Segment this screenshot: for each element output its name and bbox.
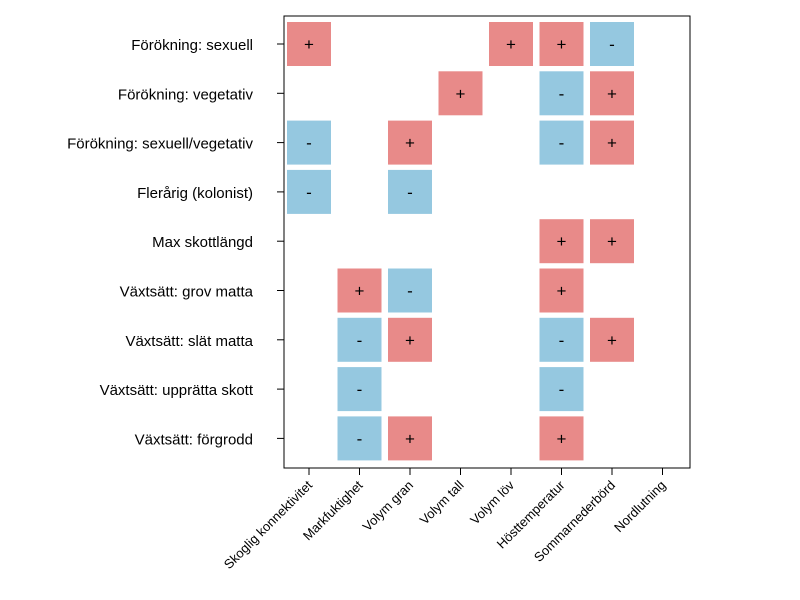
cells: + + + - + - + - + - + - - + + + - + - + - + - - - + + bbox=[287, 22, 634, 461]
positive-cell bbox=[388, 416, 432, 461]
positive-cell bbox=[388, 317, 432, 362]
cell-sign: + bbox=[405, 134, 415, 153]
positive-cell bbox=[287, 22, 331, 66]
cell-sign: + bbox=[456, 84, 466, 103]
negative-cell bbox=[539, 71, 584, 116]
cell-sign: + bbox=[405, 331, 415, 350]
cell-sign: - bbox=[407, 183, 413, 202]
positive-cell bbox=[539, 416, 584, 461]
cell-sign: - bbox=[559, 380, 565, 399]
cell-sign: - bbox=[357, 429, 363, 448]
cell-sign: - bbox=[609, 35, 615, 54]
negative-cell bbox=[539, 367, 584, 412]
cell-sign: + bbox=[405, 429, 415, 448]
cell-sign: + bbox=[557, 282, 567, 301]
row-label: Växtsätt: grov matta bbox=[120, 284, 254, 301]
cell-sign: + bbox=[607, 84, 617, 103]
negative-cell bbox=[287, 120, 331, 165]
positive-cell bbox=[489, 22, 533, 66]
negative-cell bbox=[539, 120, 584, 165]
positive-cell bbox=[590, 317, 634, 362]
negative-cell bbox=[337, 416, 382, 461]
column-labels: Skoglig konnektivitetMarkfuktighetVolym … bbox=[221, 477, 669, 572]
row-label: Förökning: vegetativ bbox=[118, 86, 254, 103]
column-label: Volym gran bbox=[360, 478, 417, 535]
cell-sign: - bbox=[357, 380, 363, 399]
positive-cell bbox=[539, 22, 584, 66]
column-label: Volym tall bbox=[417, 477, 467, 527]
plot-frame bbox=[283, 15, 691, 469]
cell-sign: + bbox=[304, 35, 314, 54]
cell-sign: + bbox=[607, 232, 617, 251]
row-label: Växtsätt: slät matta bbox=[125, 333, 253, 350]
column-label: Nordlutning bbox=[611, 478, 669, 536]
positive-cell bbox=[590, 120, 634, 165]
negative-cell bbox=[287, 169, 331, 214]
positive-cell bbox=[590, 219, 634, 264]
negative-cell bbox=[539, 317, 584, 362]
negative-cell bbox=[337, 317, 382, 362]
column-label: Volym löv bbox=[467, 477, 517, 527]
cell-sign: + bbox=[607, 331, 617, 350]
cell-sign: - bbox=[306, 183, 312, 202]
row-label: Växtsätt: upprätta skott bbox=[100, 382, 254, 399]
negative-cell bbox=[388, 169, 432, 214]
row-label: Förökning: sexuell/vegetativ bbox=[67, 136, 253, 153]
row-label: Förökning: sexuell bbox=[131, 37, 253, 54]
row-label: Växtsätt: förgrodd bbox=[135, 431, 253, 448]
row-labels: Förökning: sexuell Förökning: vegetativ Fö… bbox=[67, 37, 254, 448]
cell-sign: - bbox=[306, 134, 312, 153]
cell-sign: + bbox=[607, 134, 617, 153]
cell-sign: - bbox=[559, 331, 565, 350]
positive-cell bbox=[388, 120, 432, 165]
cell-sign: + bbox=[557, 35, 567, 54]
cell-sign: - bbox=[559, 134, 565, 153]
cell-sign: + bbox=[557, 429, 567, 448]
negative-cell bbox=[337, 367, 382, 412]
cell-sign: - bbox=[357, 331, 363, 350]
row-label: Flerårig (kolonist) bbox=[137, 185, 253, 202]
cell-sign: + bbox=[557, 232, 567, 251]
negative-cell bbox=[388, 268, 432, 313]
positive-cell bbox=[590, 71, 634, 116]
ticks bbox=[277, 43, 663, 475]
positive-cell bbox=[438, 71, 483, 116]
row-label: Max skottlängd bbox=[152, 234, 253, 251]
column-label: Skoglig konnektivitet bbox=[221, 477, 316, 572]
cell-sign: - bbox=[559, 84, 565, 103]
cell-sign: + bbox=[506, 35, 516, 54]
positive-cell bbox=[539, 268, 584, 313]
positive-cell bbox=[539, 219, 584, 264]
negative-cell bbox=[590, 22, 634, 66]
positive-cell bbox=[337, 268, 382, 313]
cell-sign: + bbox=[355, 282, 365, 301]
cell-sign: - bbox=[407, 282, 413, 301]
